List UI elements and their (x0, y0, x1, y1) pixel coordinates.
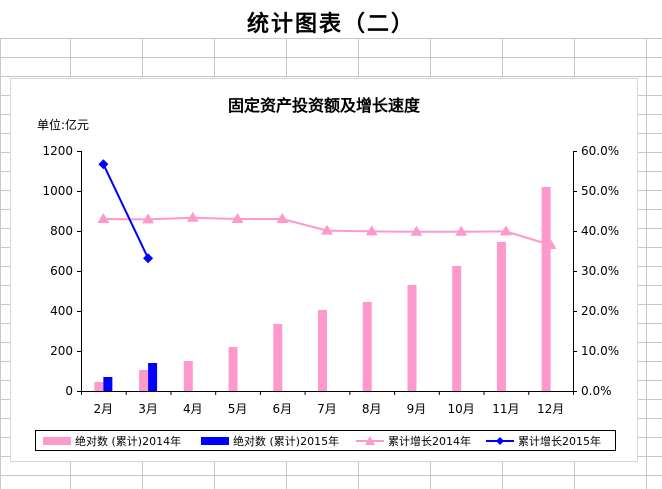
left-tick-label: 1200 (42, 144, 73, 158)
right-tick-label: 30.0% (581, 264, 619, 278)
left-tick-label: 600 (50, 264, 73, 278)
bar-2014 (318, 310, 327, 391)
left-tick-label: 1000 (42, 184, 73, 198)
category-label: 12月 (537, 402, 564, 416)
category-label: 5月 (228, 402, 248, 416)
chart-title: 固定资产投资额及增长速度 (228, 96, 421, 115)
category-label: 8月 (362, 402, 382, 416)
point-triangle (231, 213, 244, 223)
bar-2014 (496, 242, 506, 391)
bar-2015 (148, 363, 158, 391)
bar-2014 (362, 302, 372, 391)
right-tick-label: 20.0% (581, 304, 619, 318)
legend-box (35, 430, 616, 451)
legend-label: 绝对数 (累计)2014年 (75, 434, 181, 448)
category-label: 4月 (183, 402, 203, 416)
legend-label: 绝对数 (累计)2015年 (233, 434, 339, 448)
bar-2014 (541, 187, 551, 391)
legend: 绝对数 (累计)2014年 绝对数 (累计)2015年 累计增长2014年 累计增长2… (35, 430, 616, 451)
category-label: 3月 (138, 402, 158, 416)
right-tick-label: 40.0% (581, 224, 619, 238)
point-triangle (321, 224, 333, 235)
right-tick-label: 60.0% (581, 144, 619, 158)
point-triangle (499, 225, 512, 236)
right-tick-label: 50.0% (581, 184, 619, 198)
legend-label: 累计增长2014年 (388, 434, 471, 448)
point-triangle (455, 225, 468, 236)
legend-marker (365, 436, 375, 445)
bar-2014 (139, 370, 149, 391)
bar-2014 (183, 361, 193, 391)
page-title: 统计图表（二） (246, 12, 415, 37)
point-triangle (365, 225, 378, 236)
legend-swatch (201, 437, 229, 445)
category-label: 9月 (407, 402, 427, 416)
bar-2014 (452, 266, 462, 391)
legend-marker (496, 437, 504, 445)
left-tick-label: 800 (50, 224, 73, 238)
bar-2015 (103, 377, 113, 391)
right-tick-label: 10.0% (581, 344, 619, 358)
legend-swatch (43, 437, 71, 445)
bar-2014 (273, 324, 283, 391)
left-tick-label: 0 (65, 384, 73, 398)
unit-label: 单位:亿元 (37, 117, 89, 132)
category-label: 10月 (448, 402, 475, 416)
point-diamond (143, 253, 154, 264)
legend-label: 累计增长2015年 (518, 434, 601, 448)
point-diamond (98, 159, 109, 170)
category-label: 2月 (94, 402, 114, 416)
point-triangle (276, 213, 289, 223)
bar-2014 (407, 285, 417, 391)
bar-2014 (94, 382, 104, 391)
point-triangle (410, 225, 423, 236)
category-label: 11月 (492, 402, 519, 416)
chart-area: 固定资产投资额及增长速度单位:亿元 0 200 400 600 800 1000 1200 0.… (10, 78, 638, 462)
point-triangle (186, 211, 199, 222)
left-tick-label: 400 (50, 304, 73, 318)
bar-2014 (228, 347, 238, 391)
line-diamond (102, 163, 149, 259)
point-triangle (142, 213, 155, 224)
point-triangle (97, 213, 110, 223)
point-triangle (544, 239, 557, 249)
left-tick-label: 200 (50, 344, 73, 358)
category-label: 7月 (317, 402, 337, 416)
right-tick-label: 0.0% (581, 384, 612, 398)
category-label: 6月 (272, 402, 292, 416)
